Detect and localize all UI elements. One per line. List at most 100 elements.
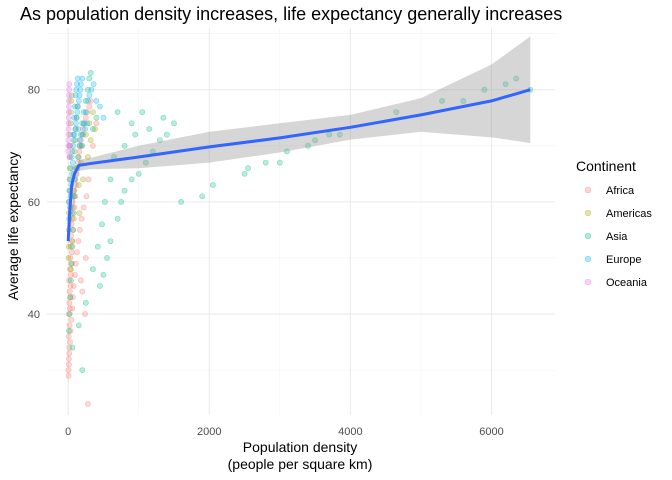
data-point-americas <box>68 266 74 273</box>
data-point-asia <box>90 126 96 132</box>
data-point-oceania <box>66 98 72 104</box>
data-point-europe <box>73 114 80 121</box>
data-point-asia <box>107 176 114 183</box>
data-point-africa <box>72 260 79 267</box>
data-point-asia <box>67 294 74 301</box>
data-point-americas <box>67 142 73 149</box>
data-point-africa <box>77 142 84 149</box>
data-point-africa <box>84 109 91 115</box>
data-point-asia <box>79 120 86 127</box>
data-point-asia <box>199 193 206 200</box>
data-point-asia <box>66 311 73 317</box>
data-point-africa <box>66 361 72 368</box>
x-axis-title: Population density <box>243 439 357 455</box>
data-point-europe <box>80 120 87 127</box>
data-point-americas <box>80 176 86 183</box>
data-point-asia <box>178 198 184 205</box>
data-point-americas <box>65 243 72 250</box>
data-point-africa <box>76 226 83 233</box>
data-point-europe <box>72 92 79 99</box>
data-point-europe <box>68 165 74 172</box>
data-point-americas <box>68 98 75 104</box>
legend-label-asia: Asia <box>606 231 628 243</box>
data-point-africa <box>66 299 73 306</box>
data-point-asia <box>82 299 89 306</box>
data-point-oceania <box>65 131 72 138</box>
data-point-africa <box>67 339 73 345</box>
data-point-americas <box>85 154 91 160</box>
data-point-europe <box>80 131 86 138</box>
data-point-africa <box>81 120 88 127</box>
data-point-oceania <box>66 154 73 160</box>
legend-title: Continent <box>576 158 636 174</box>
data-point-americas <box>67 154 73 160</box>
data-point-europe <box>78 81 84 87</box>
data-point-africa <box>67 243 74 250</box>
data-point-africa <box>67 294 74 301</box>
data-point-europe <box>69 159 76 166</box>
data-point-africa <box>66 344 73 351</box>
data-point-americas <box>67 120 74 127</box>
data-point-oceania <box>65 120 72 127</box>
data-point-americas <box>73 114 80 121</box>
data-point-africa <box>85 176 92 183</box>
data-point-europe <box>88 86 95 93</box>
data-point-asia <box>502 81 509 87</box>
data-point-americas <box>92 126 98 132</box>
data-point-africa <box>69 238 76 244</box>
data-point-asia <box>142 159 149 166</box>
data-point-asia <box>121 187 128 194</box>
data-point-africa <box>66 350 73 357</box>
data-point-asia <box>245 165 251 172</box>
data-point-africa <box>90 142 96 149</box>
y-axis-title: Average life expectancy <box>5 152 21 300</box>
data-point-asia <box>276 159 283 166</box>
data-point-europe <box>73 120 79 127</box>
data-point-africa <box>83 193 90 200</box>
data-point-europe <box>82 109 89 115</box>
data-point-africa <box>70 283 77 289</box>
data-point-asia <box>94 243 101 250</box>
legend-key-oceania <box>584 278 592 286</box>
data-point-africa <box>78 137 84 144</box>
data-point-africa <box>79 131 86 138</box>
data-point-africa <box>68 271 74 278</box>
data-point-americas <box>75 182 82 188</box>
data-point-africa <box>78 215 85 222</box>
y-tick-label: 40 <box>28 309 40 321</box>
data-point-africa <box>65 333 72 340</box>
data-point-oceania <box>65 109 72 115</box>
data-point-europe <box>69 148 76 155</box>
legend-key-africa <box>584 186 592 194</box>
data-point-africa <box>72 193 79 200</box>
data-point-asia <box>66 327 72 334</box>
data-point-asia <box>132 131 139 138</box>
data-point-europe <box>76 137 83 144</box>
data-point-americas <box>82 131 89 138</box>
data-point-africa <box>65 367 72 373</box>
data-point-asia <box>171 120 177 127</box>
data-point-africa <box>93 120 100 127</box>
data-point-asia <box>85 86 91 93</box>
data-point-oceania <box>66 92 72 99</box>
data-point-africa <box>80 204 87 211</box>
data-point-americas <box>72 137 79 144</box>
data-point-africa <box>82 114 89 121</box>
data-point-africa <box>67 283 74 289</box>
data-point-europe <box>78 142 85 149</box>
data-point-asia <box>86 75 93 82</box>
data-point-africa <box>79 288 86 295</box>
data-point-asia <box>481 86 488 93</box>
data-point-africa <box>67 327 74 334</box>
data-point-europe <box>74 75 81 82</box>
data-point-americas <box>90 109 96 115</box>
data-point-africa <box>67 305 73 312</box>
confidence-band <box>68 36 531 247</box>
data-point-europe <box>86 92 93 99</box>
data-point-europe <box>93 98 100 104</box>
x-tick-label: 2000 <box>197 426 221 438</box>
data-point-asia <box>262 159 269 166</box>
smooth-layer <box>66 36 531 247</box>
data-point-asia <box>128 176 135 183</box>
